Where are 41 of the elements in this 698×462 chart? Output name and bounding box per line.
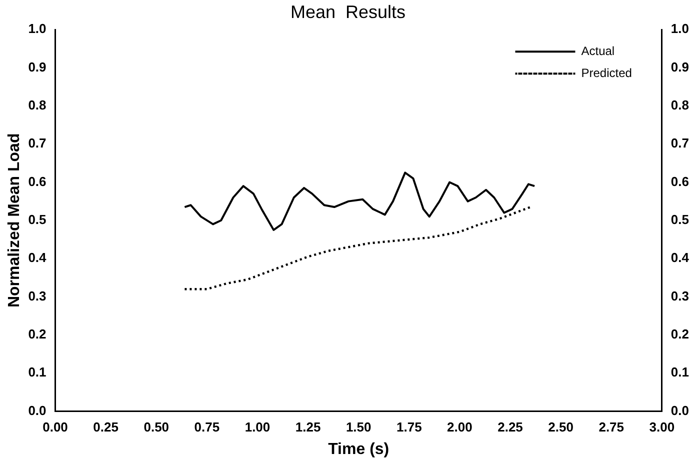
y2-tick-label: 0.9 [670,59,690,74]
y-tick-label: 0.1 [28,364,46,380]
x-tick-label: 0.00 [42,420,68,435]
y2-tick-label: 0.1 [670,364,690,380]
legend-label: Predicted [581,66,632,80]
x-tick-label: 0.50 [144,420,170,435]
x-tick-label: 2.25 [498,420,523,435]
y-tick-label: 0.7 [28,136,46,151]
chart-title: Mean Results [290,2,406,22]
x-tick-label: 1.75 [396,420,422,435]
y-tick-label: 0.9 [28,59,46,74]
y2-tick-label: 0.6 [670,174,690,189]
y2-tick-label: 0.2 [670,326,690,342]
y2-tick-label: 0.3 [670,288,690,304]
y-tick-label: 0.5 [28,212,46,227]
y-tick-label: 0.4 [28,250,48,266]
y2-tick-label: 0.5 [670,212,690,227]
x-tick-label: 1.00 [244,420,270,435]
x-tick-label: 2.00 [447,420,472,435]
x-tick-label: 2.50 [548,420,574,435]
x-tick-label: 3.00 [649,420,675,435]
legend-label: Actual [581,44,615,58]
y-tick-label: 0.2 [28,326,46,342]
y2-tick-label: 0.8 [670,98,690,112]
y-axis-title: Normalized Mean Load [6,133,24,308]
y-tick-label: 0.8 [28,98,46,112]
y-tick-label: 0.6 [28,174,46,189]
y2-tick-label: 0.4 [670,250,690,266]
y2-tick-label: 0.7 [670,136,690,151]
x-axis-title: Time (s) [328,440,390,458]
x-tick-label: 1.50 [346,420,372,435]
x-tick-label: 2.75 [598,420,624,435]
x-tick-label: 1.25 [295,420,321,435]
y-tick-label: 1.0 [28,21,46,36]
line-series [184,206,532,290]
y-tick-label: 0.3 [28,288,46,304]
y-tick-label: 0.0 [28,402,46,418]
x-tick-label: 0.25 [93,420,118,435]
x-tick-label: 0.75 [194,420,220,435]
y2-tick-label: 1.0 [670,21,690,36]
y2-tick-label: 0.0 [670,402,690,418]
